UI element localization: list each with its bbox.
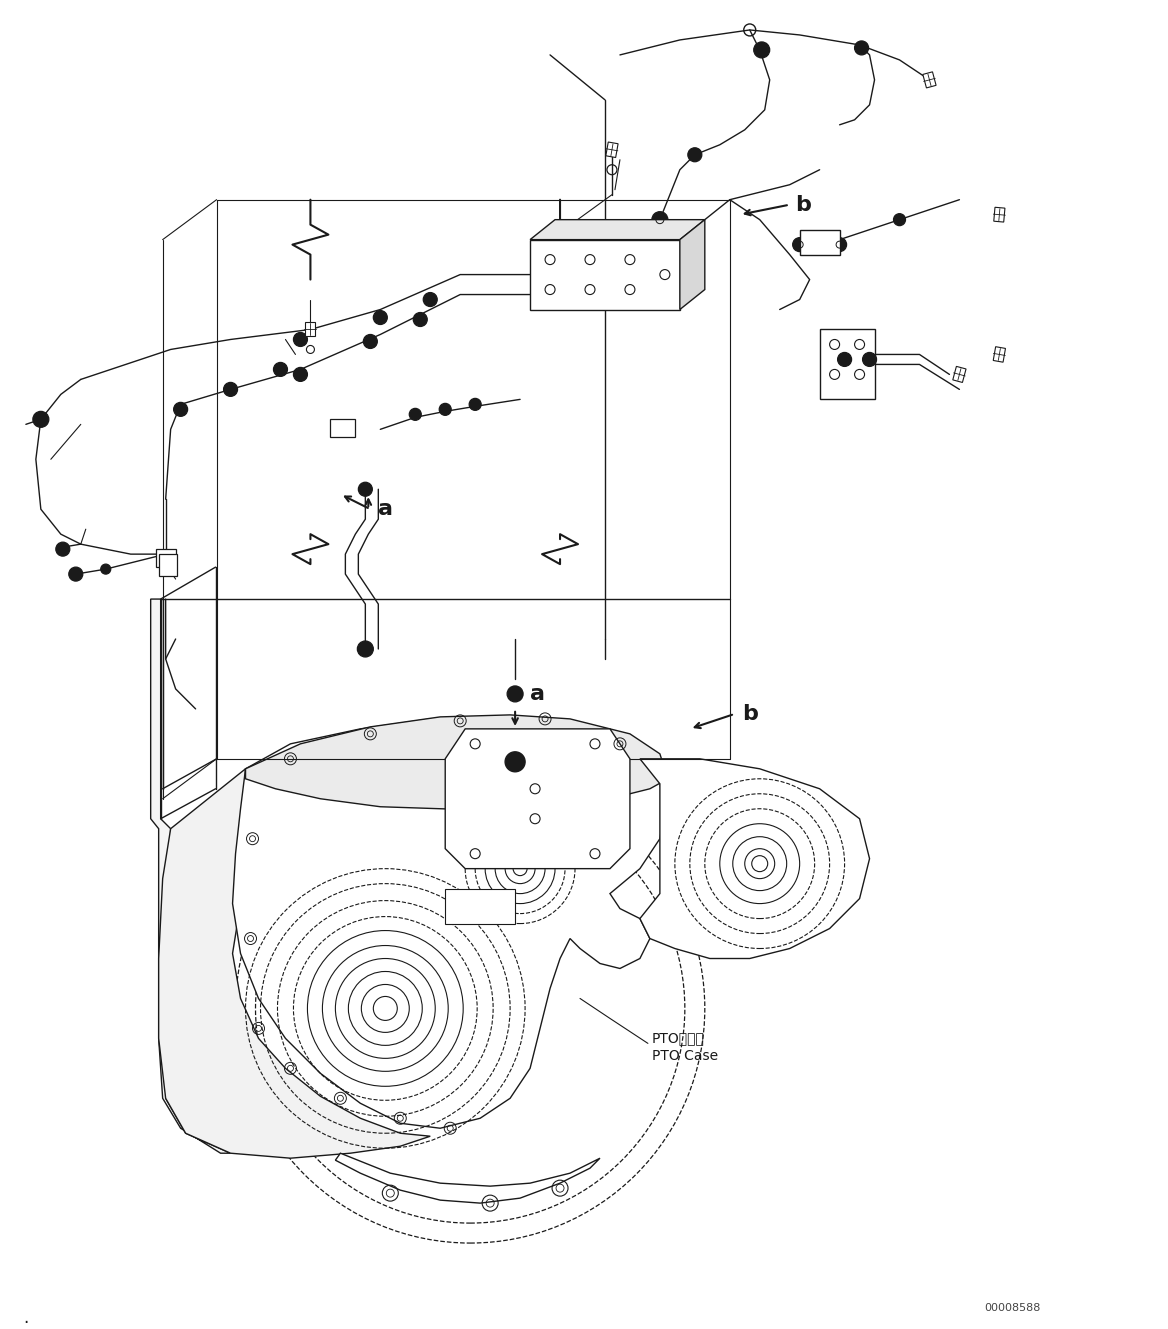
Circle shape — [470, 399, 481, 411]
Polygon shape — [245, 715, 668, 811]
Circle shape — [793, 238, 807, 251]
Text: b: b — [742, 704, 758, 724]
Polygon shape — [640, 759, 869, 958]
Circle shape — [507, 686, 523, 702]
Polygon shape — [151, 599, 230, 1154]
Circle shape — [862, 352, 876, 367]
Bar — [331, 420, 355, 437]
Text: PTOケース: PTOケース — [652, 1031, 704, 1046]
Circle shape — [359, 482, 373, 496]
Circle shape — [374, 311, 388, 324]
Circle shape — [293, 332, 307, 347]
Polygon shape — [159, 768, 430, 1158]
Circle shape — [688, 148, 702, 162]
Text: PTO Case: PTO Case — [652, 1050, 718, 1063]
Bar — [155, 549, 175, 567]
Circle shape — [837, 352, 851, 367]
Circle shape — [753, 43, 770, 58]
Text: a: a — [530, 684, 545, 704]
Polygon shape — [232, 716, 665, 1128]
Circle shape — [100, 563, 111, 574]
Polygon shape — [680, 219, 704, 310]
Polygon shape — [606, 142, 618, 158]
Circle shape — [413, 312, 427, 327]
Circle shape — [652, 211, 668, 227]
Polygon shape — [306, 323, 315, 336]
Polygon shape — [994, 207, 1004, 222]
Circle shape — [423, 292, 437, 307]
Circle shape — [293, 367, 307, 381]
Polygon shape — [993, 347, 1006, 363]
Circle shape — [363, 335, 377, 348]
Polygon shape — [335, 1154, 600, 1203]
Circle shape — [409, 408, 422, 420]
Bar — [800, 230, 840, 255]
Circle shape — [855, 41, 869, 54]
Circle shape — [894, 214, 905, 226]
Circle shape — [273, 363, 287, 376]
Circle shape — [833, 238, 847, 251]
Polygon shape — [530, 239, 680, 310]
Circle shape — [223, 383, 237, 396]
Text: 00008588: 00008588 — [985, 1302, 1041, 1313]
Circle shape — [56, 542, 70, 556]
Text: .: . — [23, 1309, 28, 1326]
Text: a: a — [378, 500, 394, 520]
Text: b: b — [794, 194, 811, 215]
Circle shape — [69, 567, 83, 581]
Bar — [445, 889, 515, 924]
Polygon shape — [445, 728, 630, 869]
Circle shape — [505, 752, 526, 772]
Circle shape — [439, 404, 451, 416]
Polygon shape — [923, 72, 936, 88]
Bar — [820, 330, 875, 400]
Polygon shape — [953, 367, 966, 383]
Circle shape — [33, 412, 49, 428]
Bar — [159, 554, 176, 575]
Circle shape — [174, 403, 188, 416]
Polygon shape — [530, 219, 704, 239]
Circle shape — [357, 641, 374, 657]
